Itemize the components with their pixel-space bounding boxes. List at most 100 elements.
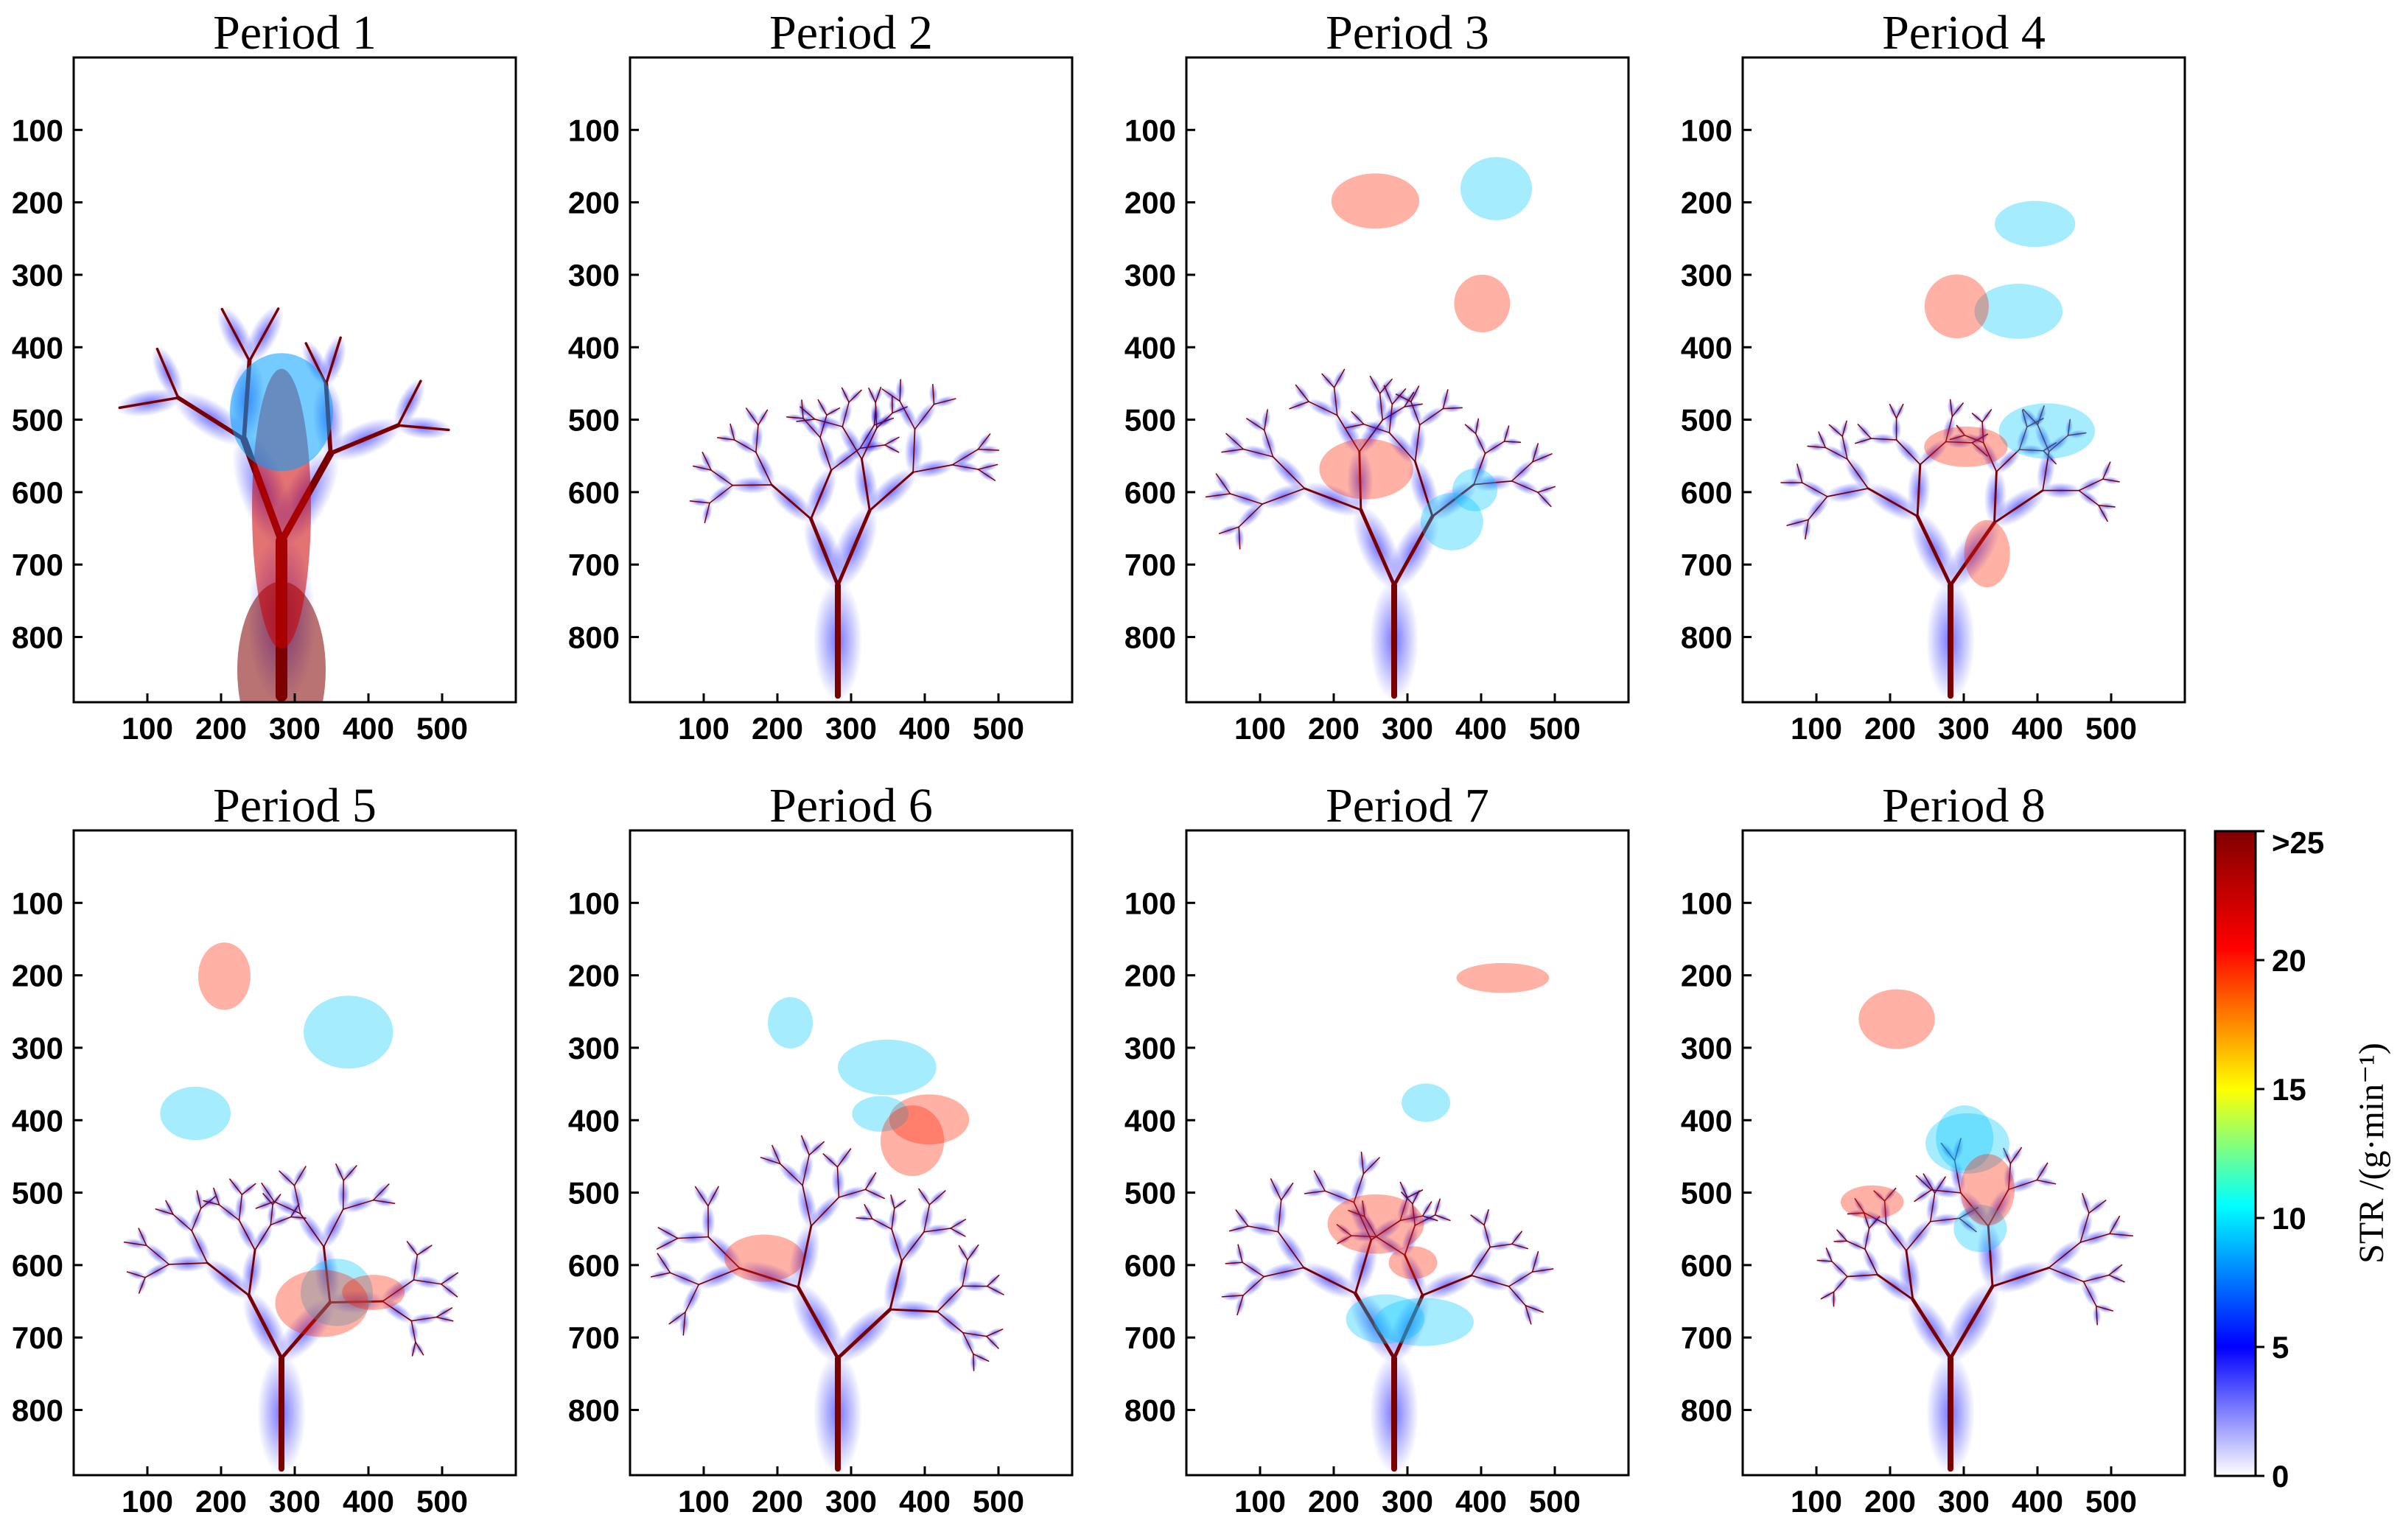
y-tick-label: 200: [1124, 186, 1176, 220]
x-tick-label: 100: [678, 711, 730, 746]
y-tick-label: 400: [12, 1103, 63, 1138]
panel-4: Period 4 100 200 300 400 500 100 200 300 400 500 60…: [1681, 6, 2186, 746]
x-tick-label: 500: [1529, 711, 1581, 746]
y-tick-label: 700: [1124, 1320, 1176, 1355]
panel-6: Period 6 100 200 300 400 500 100 200 300 400 500 60…: [568, 779, 1074, 1519]
x-tick-label: 400: [343, 711, 394, 746]
colorbar: 0 5 10 15 20 >25 STR /(g·min⁻¹): [2214, 825, 2391, 1494]
sediment-map: [1186, 830, 1628, 1475]
y-tick-label: 100: [568, 113, 620, 147]
y-tick-label: 700: [1124, 547, 1176, 582]
y-tick-label: 100: [568, 886, 620, 920]
panel-title: Period 1: [213, 6, 377, 60]
y-tick-label: 400: [1681, 1103, 1732, 1138]
x-tick-label: 100: [122, 711, 173, 746]
y-tick-label: 800: [1681, 1393, 1732, 1428]
colorbar-title: STR /(g·min⁻¹): [2352, 1043, 2391, 1264]
y-tick-label: 700: [568, 1320, 620, 1355]
y-tick-label: 100: [1124, 886, 1176, 920]
y-tick-label: 300: [568, 258, 620, 293]
x-tick-label: 400: [2012, 711, 2063, 746]
y-tick-label: 100: [12, 886, 63, 920]
y-tick-label: 200: [1681, 959, 1732, 993]
x-tick-label: 300: [269, 711, 321, 746]
panel-title: Period 7: [1326, 779, 1489, 833]
x-tick-label: 200: [1308, 711, 1360, 746]
y-tick-label: 500: [1124, 403, 1176, 438]
x-tick-label: 500: [416, 711, 468, 746]
x-tick-label: 500: [2085, 711, 2137, 746]
sediment-map: [74, 57, 516, 702]
y-tick-label: 600: [12, 475, 63, 510]
y-tick-label: 100: [1681, 113, 1732, 147]
y-tick-label: 800: [568, 620, 620, 655]
colorbar-tick-label: 15: [2272, 1072, 2306, 1107]
panel-2: Period 2 100 200 300 400 500 100 200 300 400 500 60…: [568, 6, 1074, 746]
x-tick-label: 300: [825, 711, 877, 746]
colorbar-tick-label: 20: [2272, 943, 2306, 978]
y-tick-label: 600: [1124, 475, 1176, 510]
y-tick-label: 100: [12, 113, 63, 147]
panel-title: Period 5: [213, 779, 377, 833]
x-tick-label: 100: [1234, 1484, 1286, 1519]
y-tick-label: 400: [1681, 330, 1732, 365]
panel-8: Period 8 100 200 300 400 500 100 200 300 400 500 60…: [1681, 779, 2186, 1519]
y-tick-label: 600: [1681, 475, 1732, 510]
y-tick-label: 700: [12, 547, 63, 582]
y-tick-label: 800: [1124, 620, 1176, 655]
y-tick-label: 500: [12, 1176, 63, 1211]
x-tick-label: 300: [1938, 1484, 1990, 1519]
x-tick-label: 200: [752, 711, 803, 746]
y-tick-label: 300: [1681, 258, 1732, 293]
y-tick-label: 200: [1681, 186, 1732, 220]
y-tick-label: 700: [1681, 547, 1732, 582]
x-tick-label: 300: [1938, 711, 1990, 746]
x-tick-label: 200: [752, 1484, 803, 1519]
x-tick-label: 400: [899, 711, 951, 746]
x-tick-label: 500: [1529, 1484, 1581, 1519]
x-tick-label: 200: [1864, 711, 1916, 746]
y-tick-label: 300: [1124, 258, 1176, 293]
sediment-map: [630, 830, 1072, 1475]
y-tick-label: 300: [12, 258, 63, 293]
y-tick-label: 200: [568, 186, 620, 220]
x-tick-label: 500: [416, 1484, 468, 1519]
y-tick-label: 200: [1124, 959, 1176, 993]
y-tick-label: 400: [12, 330, 63, 365]
panel-title: Period 6: [769, 779, 933, 833]
y-tick-label: 300: [1681, 1031, 1732, 1065]
x-tick-label: 300: [269, 1484, 321, 1519]
panel-3: Period 3 100 200 300 400 500 100 200 300 400 500 60…: [1124, 6, 1630, 746]
colorbar-gradient: [2214, 830, 2257, 1477]
y-tick-label: 200: [568, 959, 620, 993]
y-tick-label: 600: [12, 1248, 63, 1283]
x-tick-label: 100: [678, 1484, 730, 1519]
y-tick-label: 400: [568, 330, 620, 365]
x-tick-label: 100: [1234, 711, 1286, 746]
y-tick-label: 500: [1124, 1176, 1176, 1211]
x-tick-label: 400: [2012, 1484, 2063, 1519]
y-tick-label: 300: [568, 1031, 620, 1065]
x-tick-label: 300: [1382, 1484, 1433, 1519]
y-tick-label: 400: [1124, 1103, 1176, 1138]
sediment-map: [1743, 57, 2185, 702]
panel-title: Period 4: [1882, 6, 2046, 60]
colorbar-tick-label: 5: [2272, 1330, 2289, 1365]
y-tick-label: 400: [568, 1103, 620, 1138]
colorbar-tick-label: >25: [2272, 825, 2324, 860]
colorbar-tick-label: 10: [2272, 1201, 2306, 1236]
y-tick-label: 300: [1124, 1031, 1176, 1065]
x-tick-label: 300: [825, 1484, 877, 1519]
y-tick-label: 200: [12, 186, 63, 220]
y-tick-label: 800: [12, 620, 63, 655]
x-tick-label: 200: [195, 1484, 247, 1519]
y-tick-label: 600: [1124, 1248, 1176, 1283]
y-tick-label: 600: [568, 475, 620, 510]
y-tick-label: 200: [12, 959, 63, 993]
y-tick-label: 100: [1681, 886, 1732, 920]
y-tick-label: 800: [1124, 1393, 1176, 1428]
x-tick-label: 500: [973, 1484, 1024, 1519]
x-tick-label: 100: [122, 1484, 173, 1519]
x-tick-label: 100: [1791, 711, 1842, 746]
y-tick-label: 700: [1681, 1320, 1732, 1355]
